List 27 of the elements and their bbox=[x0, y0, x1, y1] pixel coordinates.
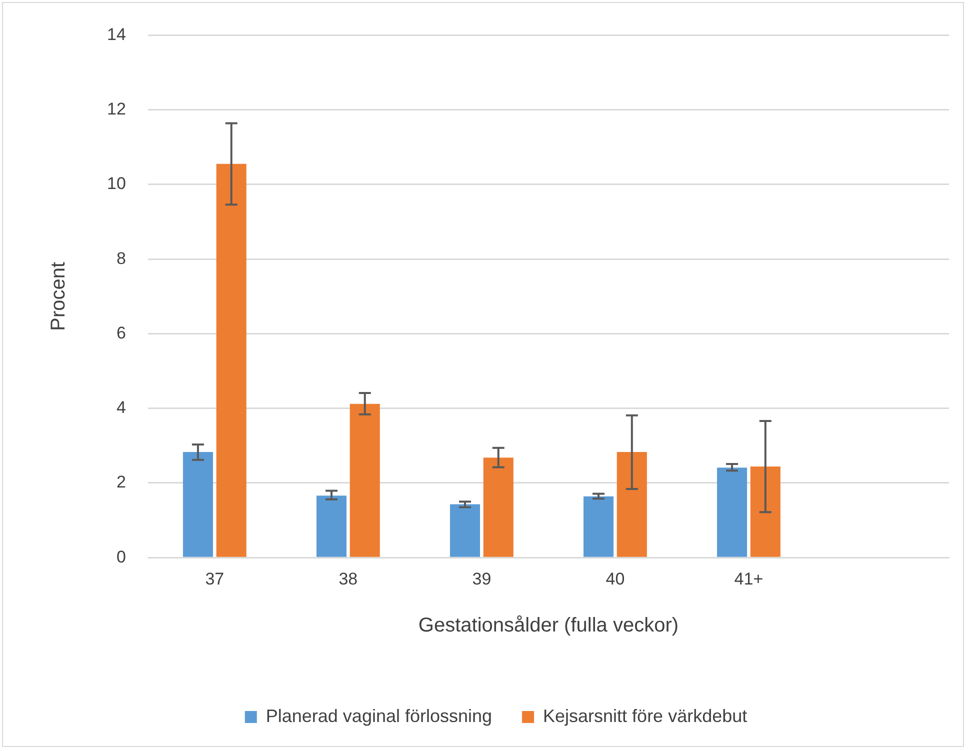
bar bbox=[450, 504, 480, 557]
x-tick-label: 41+ bbox=[734, 569, 764, 588]
y-tick-label: 8 bbox=[116, 248, 126, 268]
legend-label: Planerad vaginal förlossning bbox=[266, 706, 492, 726]
x-axis-title: Gestationsålder (fulla veckor) bbox=[418, 614, 679, 637]
y-tick-label: 6 bbox=[116, 323, 126, 342]
bar bbox=[616, 452, 647, 557]
legend-label: Kejsarsnitt före värkdebut bbox=[543, 706, 748, 726]
x-tick-label: 39 bbox=[472, 569, 492, 588]
bar bbox=[584, 496, 614, 557]
bar bbox=[483, 458, 514, 557]
bar bbox=[216, 164, 246, 557]
y-axis-title: Procent bbox=[48, 262, 70, 331]
bar bbox=[350, 404, 380, 557]
y-tick-label: 2 bbox=[116, 472, 126, 492]
y-tick-label: 0 bbox=[116, 547, 126, 566]
x-tick-label: 37 bbox=[205, 569, 224, 588]
x-tick-label: 40 bbox=[606, 569, 625, 588]
y-tick-label: 10 bbox=[106, 174, 126, 194]
x-tick-label: 38 bbox=[338, 569, 358, 588]
y-tick-label: 14 bbox=[106, 24, 126, 44]
y-tick-label: 4 bbox=[116, 398, 126, 418]
y-tick-label: 12 bbox=[106, 100, 126, 119]
bar bbox=[182, 452, 213, 557]
bar bbox=[750, 466, 780, 557]
bar bbox=[717, 468, 748, 557]
bar bbox=[316, 496, 347, 557]
